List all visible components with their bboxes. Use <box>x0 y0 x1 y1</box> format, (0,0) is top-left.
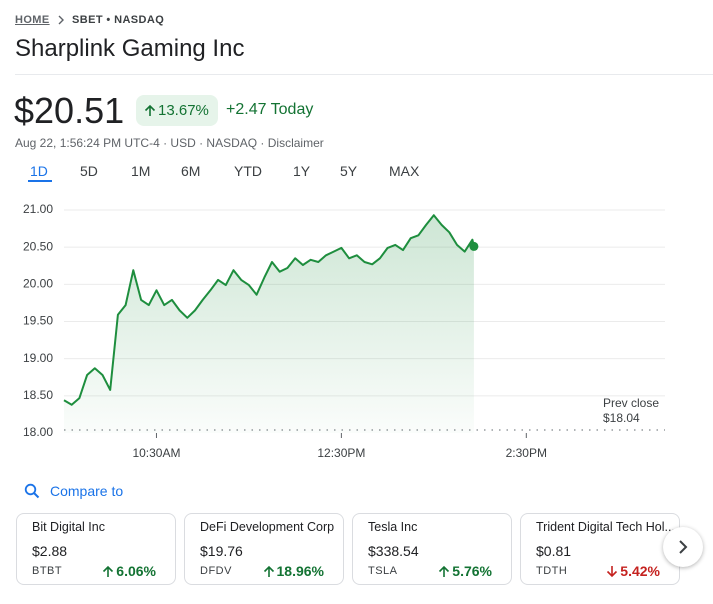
range-tab[interactable]: MAX <box>389 163 420 179</box>
card-name: DeFi Development Corp <box>200 520 335 534</box>
card-name: Bit Digital Inc <box>32 520 105 534</box>
card-change-value: 5.42% <box>620 563 660 579</box>
card-change-value: 6.06% <box>116 563 156 579</box>
x-tick-label: 2:30PM <box>506 446 547 460</box>
y-tick-label: 20.00 <box>23 277 53 291</box>
card-change: 6.06% <box>102 563 156 579</box>
x-tick-label: 12:30PM <box>317 446 365 460</box>
next-button[interactable] <box>663 527 703 567</box>
range-tab[interactable]: 5Y <box>340 163 358 179</box>
range-tab[interactable]: 1D <box>30 163 48 179</box>
card-ticker: TSLA <box>368 565 398 577</box>
y-tick-label: 19.50 <box>23 314 53 328</box>
card-change-value: 18.96% <box>276 563 324 579</box>
range-tab[interactable]: 1M <box>131 163 151 179</box>
breadcrumb-chevron <box>58 15 64 25</box>
next-chevron <box>679 540 688 554</box>
range-tab[interactable]: YTD <box>234 163 262 179</box>
breadcrumb-current: SBET • NASDAQ <box>72 14 165 26</box>
last-point <box>469 241 479 251</box>
y-tick-label: 18.50 <box>23 388 53 402</box>
up-arrow <box>103 565 114 577</box>
x-tick-label: 10:30AM <box>132 446 180 460</box>
company-title: Sharplink Gaming Inc <box>15 35 245 62</box>
search-icon <box>24 483 40 499</box>
up-arrow <box>144 104 156 116</box>
card-change: 5.76% <box>438 563 492 579</box>
price: $20.51 <box>14 90 125 131</box>
card-ticker: DFDV <box>200 565 232 577</box>
divider <box>15 74 713 75</box>
prev-close-title: Prev close <box>603 396 659 410</box>
card-change: 5.42% <box>606 563 660 579</box>
arrow-shape <box>439 565 450 577</box>
card-price: $2.88 <box>32 543 68 559</box>
price-line <box>63 214 475 406</box>
card-price: $0.81 <box>536 543 572 559</box>
y-tick-label: 20.50 <box>23 239 53 253</box>
card-price: $338.54 <box>368 543 419 559</box>
card-change-value: 5.76% <box>452 563 492 579</box>
card-change: 18.96% <box>263 563 324 579</box>
up-arrow <box>263 565 274 577</box>
quote-meta: Aug 22, 1:56:24 PM UTC-4 · USD · NASDAQ … <box>15 136 324 150</box>
compare-card[interactable]: Trident Digital Tech Hol... $0.81 TDTH 5.42… <box>520 513 680 585</box>
compare-title[interactable]: Compare to <box>50 483 124 499</box>
y-tick-label: 18.00 <box>23 425 53 439</box>
change-badge: 13.67% <box>136 95 218 126</box>
card-ticker: BTBT <box>32 565 63 577</box>
arrow-shape <box>607 565 618 577</box>
price-chart: 18.00 18.50 19.00 19.50 20.00 20.50 21.00 10:30… <box>23 202 665 460</box>
line-area <box>64 215 474 433</box>
change-percent: 13.67% <box>158 102 209 119</box>
compare-card[interactable]: DeFi Development Corp $19.76 DFDV 18.96% <box>184 513 344 585</box>
card-name: Trident Digital Tech Hol... <box>536 520 675 534</box>
active-tab-underline <box>28 180 52 182</box>
compare-card[interactable]: Bit Digital Inc $2.88 BTBT 6.06% <box>16 513 176 585</box>
down-arrow <box>607 565 618 577</box>
card-price: $19.76 <box>200 543 243 559</box>
range-tab[interactable]: 5D <box>80 163 98 179</box>
arrow-shape <box>103 565 114 577</box>
compare-card[interactable]: Tesla Inc $338.54 TSLA 5.76% <box>352 513 512 585</box>
breadcrumb-home[interactable]: HOME <box>15 14 50 26</box>
card-name: Tesla Inc <box>368 520 418 534</box>
range-tab[interactable]: 6M <box>181 163 201 179</box>
up-arrow <box>439 565 450 577</box>
y-tick-label: 21.00 <box>23 202 53 216</box>
arrow-shape <box>263 565 274 577</box>
range-tab[interactable]: 1Y <box>293 163 311 179</box>
change-today: +2.47 Today <box>226 101 314 118</box>
prev-close-value: $18.04 <box>603 411 640 425</box>
card-ticker: TDTH <box>536 565 568 577</box>
y-tick-label: 19.00 <box>23 351 53 365</box>
